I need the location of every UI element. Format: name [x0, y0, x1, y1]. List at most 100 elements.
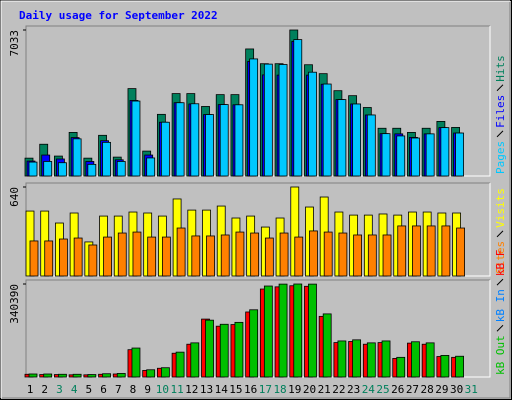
- x-tick-label: 6: [100, 383, 107, 396]
- bar: [337, 99, 347, 177]
- bar: [322, 83, 332, 177]
- bar: [29, 240, 39, 277]
- bar: [263, 63, 273, 177]
- bar: [190, 103, 200, 177]
- bar: [440, 127, 450, 177]
- bar: [456, 227, 465, 277]
- bar: [58, 162, 67, 177]
- bar: [191, 235, 201, 277]
- legend-label: kB F: [494, 250, 507, 277]
- bar: [441, 225, 451, 277]
- bar: [205, 114, 214, 177]
- bar: [249, 309, 259, 378]
- bar: [43, 373, 53, 378]
- bar: [322, 313, 332, 378]
- x-tick-label: 11: [170, 383, 183, 396]
- bar: [131, 100, 141, 177]
- x-tick-label: 2: [41, 383, 48, 396]
- y-tick-label: 7033: [8, 30, 21, 57]
- bar: [206, 235, 215, 277]
- bar: [397, 225, 407, 277]
- bar: [234, 104, 244, 177]
- legend-separator: [496, 324, 504, 332]
- bar: [323, 231, 333, 277]
- legend-label: Hits: [494, 55, 507, 82]
- bar: [308, 283, 317, 378]
- legend-label: kB Out: [494, 335, 507, 375]
- bar: [205, 319, 214, 378]
- x-tick-label: 21: [318, 383, 331, 396]
- bar: [396, 135, 406, 177]
- bar: [263, 285, 273, 378]
- x-tick-label: 9: [144, 383, 151, 396]
- x-tick-label: 30: [450, 383, 463, 396]
- bar: [455, 355, 464, 378]
- bar: [88, 244, 98, 277]
- bar: [147, 236, 157, 277]
- bar: [309, 230, 318, 277]
- bar: [278, 64, 288, 177]
- x-tick-label: 31: [465, 383, 478, 396]
- x-tick-label: 17: [259, 383, 272, 396]
- x-tick-label: 3: [56, 383, 63, 396]
- bar: [219, 104, 229, 177]
- legend-separator: [496, 130, 504, 138]
- legend-label: Sites: [494, 241, 507, 274]
- bar: [338, 232, 348, 277]
- bar: [367, 234, 377, 277]
- x-tick-label: 1: [27, 383, 34, 396]
- bar: [308, 71, 317, 177]
- x-tick-label: 26: [391, 383, 404, 396]
- x-tick-label: 7: [115, 383, 122, 396]
- x-tick-label: 23: [347, 383, 360, 396]
- bar: [102, 141, 111, 177]
- legend-label: kB In: [494, 289, 507, 322]
- x-tick-label: 14: [215, 383, 229, 396]
- bar: [425, 342, 435, 378]
- bar: [381, 133, 391, 177]
- bar: [366, 114, 376, 177]
- panel-bevel: [25, 279, 490, 377]
- bar: [176, 227, 186, 277]
- bar: [72, 373, 82, 378]
- bar: [117, 232, 127, 277]
- bar: [294, 236, 304, 277]
- bar: [220, 234, 230, 277]
- bar: [146, 157, 156, 177]
- x-tick-label: 16: [244, 383, 257, 396]
- bar: [44, 240, 54, 277]
- y-tick-label: 340390: [8, 284, 21, 324]
- bar: [28, 161, 38, 177]
- bar: [234, 321, 244, 378]
- bar: [352, 103, 362, 177]
- bar: [146, 369, 156, 378]
- bar: [116, 161, 126, 177]
- x-tick-label: 25: [376, 383, 389, 396]
- chart-title: Daily usage for September 2022: [19, 9, 218, 22]
- bar: [161, 236, 171, 277]
- x-tick-label: 15: [229, 383, 242, 396]
- bar: [411, 137, 420, 177]
- bar: [160, 121, 170, 177]
- bar: [396, 356, 406, 378]
- bar: [175, 102, 185, 177]
- bar: [293, 283, 303, 378]
- bar: [455, 132, 464, 177]
- x-tick-label: 29: [435, 383, 448, 396]
- x-tick-label: 28: [421, 383, 434, 396]
- bar: [28, 373, 38, 378]
- legend-label: Files: [494, 95, 507, 128]
- bar: [249, 58, 259, 177]
- x-tick-label: 27: [406, 383, 419, 396]
- x-tick-label: 12: [185, 383, 198, 396]
- bar: [264, 237, 274, 277]
- bar: [426, 225, 436, 277]
- bar: [352, 339, 362, 378]
- bar: [440, 355, 450, 378]
- x-tick-label: 13: [200, 383, 213, 396]
- bar: [219, 323, 229, 378]
- bar: [412, 225, 421, 277]
- bar: [278, 283, 288, 378]
